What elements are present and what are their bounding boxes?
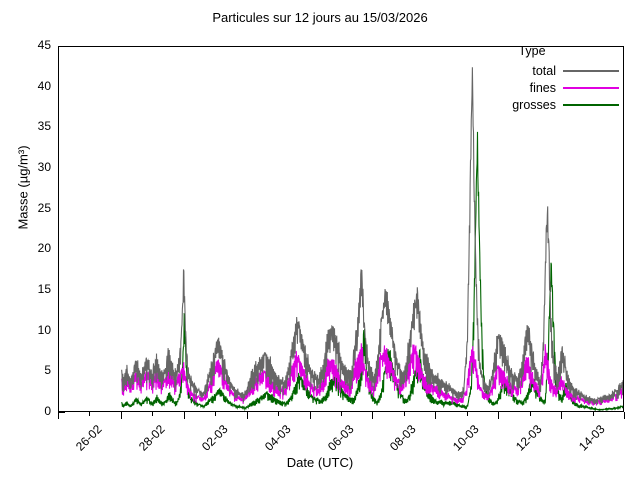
- x-tick: [561, 412, 562, 419]
- y-tick-label: 10: [37, 322, 51, 337]
- legend-swatch-grosses: [563, 103, 619, 107]
- legend-item-total[interactable]: total: [478, 63, 624, 79]
- x-axis-label: Date (UTC): [286, 455, 354, 470]
- x-tick: [435, 412, 436, 419]
- series-line-total: [121, 67, 623, 405]
- chart-title: Particules sur 12 jours au 15/03/2026: [212, 10, 428, 25]
- x-tick: [247, 412, 248, 419]
- x-tick-minor: [530, 412, 531, 416]
- x-tick-label: 04-03: [261, 422, 294, 454]
- series-lines: [121, 67, 623, 411]
- x-tick-label: 26-02: [72, 422, 105, 454]
- legend-item-grosses[interactable]: grosses: [478, 97, 624, 113]
- x-tick-minor: [152, 412, 153, 416]
- x-tick-label: 28-02: [135, 422, 168, 454]
- legend-label-grosses: grosses: [512, 98, 556, 112]
- x-tick: [498, 412, 499, 419]
- x-tick-minor: [467, 412, 468, 416]
- y-tick-label: 45: [37, 38, 51, 52]
- y-tick-label: 15: [37, 282, 51, 296]
- x-tick: [310, 412, 311, 419]
- x-tick: [58, 412, 59, 419]
- x-tick-label: 12-03: [513, 422, 545, 454]
- y-tick-label: 20: [37, 241, 51, 256]
- y-tick: [58, 412, 65, 413]
- x-tick: [184, 412, 185, 419]
- y-tick-label: 40: [37, 78, 51, 93]
- x-tick-label: 10-03: [450, 422, 482, 454]
- x-tick-minor: [89, 412, 90, 416]
- y-tick-label: 30: [37, 160, 51, 174]
- y-tick-label: 0: [44, 404, 51, 418]
- legend-title: Type: [518, 44, 546, 58]
- y-tick-label: 35: [37, 119, 51, 134]
- x-tick-label: 08-03: [387, 422, 420, 454]
- legend-item-fines[interactable]: fines: [478, 80, 624, 96]
- x-tick: [121, 412, 122, 419]
- x-tick-minor: [593, 412, 594, 416]
- x-tick-minor: [341, 412, 342, 416]
- x-tick-minor: [404, 412, 405, 416]
- plot-area: [58, 46, 624, 412]
- legend-swatch-total: [563, 69, 619, 73]
- x-tick-label: 02-03: [198, 422, 231, 454]
- legend-swatch-fines: [563, 86, 619, 90]
- x-tick-label: 06-03: [324, 422, 357, 454]
- legend-label-total: total: [532, 64, 556, 78]
- x-tick-minor: [215, 412, 216, 416]
- x-tick-label: 14-03: [576, 422, 608, 454]
- x-tick: [624, 412, 625, 419]
- x-tick: [372, 412, 373, 419]
- series-line-grosses: [121, 131, 623, 411]
- y-tick-label: 25: [37, 200, 51, 215]
- y-axis-label: Masse (µg/m³): [15, 145, 31, 230]
- y-tick-label: 5: [44, 363, 51, 378]
- x-tick-minor: [278, 412, 279, 416]
- legend-label-fines: fines: [529, 81, 556, 95]
